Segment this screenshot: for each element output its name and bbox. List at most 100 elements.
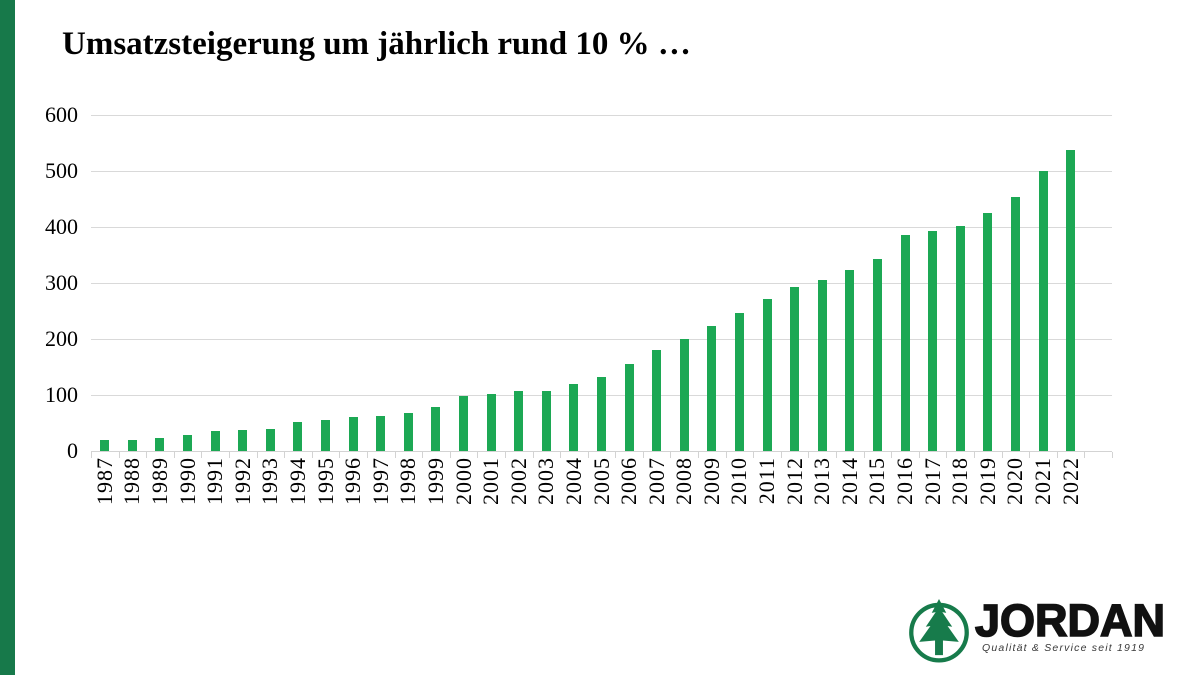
x-axis-tick xyxy=(1112,452,1113,458)
y-axis-label-400: 400 xyxy=(45,214,78,239)
bar-2022 xyxy=(1066,150,1075,451)
bar-2015 xyxy=(873,259,882,451)
x-axis-tick xyxy=(477,452,478,458)
bar-2008 xyxy=(680,339,689,451)
x-axis-label-1992: 1992 xyxy=(230,457,255,505)
x-axis-label-1989: 1989 xyxy=(147,457,172,505)
bar-2003 xyxy=(542,391,551,451)
gridline-200 xyxy=(91,339,1112,340)
bar-2021 xyxy=(1039,171,1048,451)
bar-2004 xyxy=(569,384,578,451)
x-axis-tick xyxy=(201,452,202,458)
x-axis-label-2016: 2016 xyxy=(892,457,917,505)
x-axis-line xyxy=(91,451,1112,452)
x-axis-label-1990: 1990 xyxy=(175,457,200,505)
x-axis-label-1993: 1993 xyxy=(257,457,282,505)
x-axis-label-2008: 2008 xyxy=(671,457,696,505)
bar-1994 xyxy=(293,422,302,451)
x-axis-tick xyxy=(726,452,727,458)
x-axis-label-2000: 2000 xyxy=(451,457,476,505)
x-axis-label-2013: 2013 xyxy=(809,457,834,505)
x-axis-label-2017: 2017 xyxy=(920,457,945,505)
x-axis-tick xyxy=(615,452,616,458)
y-axis-label-0: 0 xyxy=(67,438,78,463)
bar-1987 xyxy=(100,440,109,451)
x-axis-label-2014: 2014 xyxy=(837,457,862,505)
x-axis-tick xyxy=(560,452,561,458)
bar-1998 xyxy=(404,413,413,451)
x-axis-label-2009: 2009 xyxy=(699,457,724,505)
gridline-600 xyxy=(91,115,1112,116)
y-axis-label-300: 300 xyxy=(45,270,78,295)
x-axis-label-1994: 1994 xyxy=(285,457,310,505)
y-axis-label-600: 600 xyxy=(45,102,78,127)
x-axis-tick xyxy=(588,452,589,458)
bar-2009 xyxy=(707,326,716,451)
y-axis-label-500: 500 xyxy=(45,158,78,183)
x-axis-label-1997: 1997 xyxy=(368,457,393,505)
bar-1988 xyxy=(128,440,137,451)
x-axis-label-2022: 2022 xyxy=(1058,457,1083,505)
x-axis-tick xyxy=(808,452,809,458)
bar-2012 xyxy=(790,287,799,451)
x-axis-tick xyxy=(450,452,451,458)
x-axis-label-2002: 2002 xyxy=(506,457,531,505)
bar-2018 xyxy=(956,226,965,451)
x-axis-label-2021: 2021 xyxy=(1030,457,1055,505)
x-axis-tick xyxy=(643,452,644,458)
bar-2014 xyxy=(845,270,854,451)
bar-2016 xyxy=(901,235,910,451)
bar-2002 xyxy=(514,391,523,451)
bar-1990 xyxy=(183,435,192,451)
x-axis-tick xyxy=(1057,452,1058,458)
x-axis-label-2005: 2005 xyxy=(589,457,614,505)
bar-2005 xyxy=(597,377,606,451)
bar-1997 xyxy=(376,416,385,451)
bar-2011 xyxy=(763,299,772,451)
x-axis-tick xyxy=(533,452,534,458)
x-axis-label-1996: 1996 xyxy=(340,457,365,505)
x-axis-tick xyxy=(864,452,865,458)
x-axis-tick xyxy=(312,452,313,458)
bar-1989 xyxy=(155,438,164,451)
x-axis-tick xyxy=(753,452,754,458)
x-axis-tick xyxy=(119,452,120,458)
x-axis-label-2015: 2015 xyxy=(864,457,889,505)
bar-1995 xyxy=(321,420,330,451)
y-axis-label-100: 100 xyxy=(45,382,78,407)
x-axis-label-2010: 2010 xyxy=(726,457,751,505)
chart-title: Umsatzsteigerung um jährlich rund 10 % … xyxy=(62,26,691,62)
x-axis-label-2011: 2011 xyxy=(754,457,779,505)
bar-1996 xyxy=(349,417,358,451)
x-axis-label-1995: 1995 xyxy=(313,457,338,505)
x-axis-tick xyxy=(91,452,92,458)
bar-1991 xyxy=(211,431,220,451)
x-axis-tick xyxy=(1084,452,1085,458)
x-axis-tick xyxy=(974,452,975,458)
x-axis-tick xyxy=(367,452,368,458)
bar-2007 xyxy=(652,350,661,451)
gridline-300 xyxy=(91,283,1112,284)
bar-2013 xyxy=(818,280,827,451)
x-axis-tick xyxy=(1002,452,1003,458)
x-axis-label-2020: 2020 xyxy=(1002,457,1027,505)
bar-2017 xyxy=(928,231,937,451)
bar-2006 xyxy=(625,364,634,451)
bar-2020 xyxy=(1011,197,1020,451)
y-axis-label-200: 200 xyxy=(45,326,78,351)
x-axis-tick xyxy=(836,452,837,458)
x-axis-label-2012: 2012 xyxy=(782,457,807,505)
bar-1993 xyxy=(266,429,275,451)
x-axis-label-1991: 1991 xyxy=(202,457,227,505)
x-axis-tick xyxy=(781,452,782,458)
x-axis-label-1999: 1999 xyxy=(423,457,448,505)
x-axis-label-1998: 1998 xyxy=(395,457,420,505)
x-axis-label-2018: 2018 xyxy=(947,457,972,505)
x-axis-tick xyxy=(946,452,947,458)
x-axis-tick xyxy=(229,452,230,458)
x-axis-tick xyxy=(174,452,175,458)
x-axis-tick xyxy=(395,452,396,458)
gridline-400 xyxy=(91,227,1112,228)
